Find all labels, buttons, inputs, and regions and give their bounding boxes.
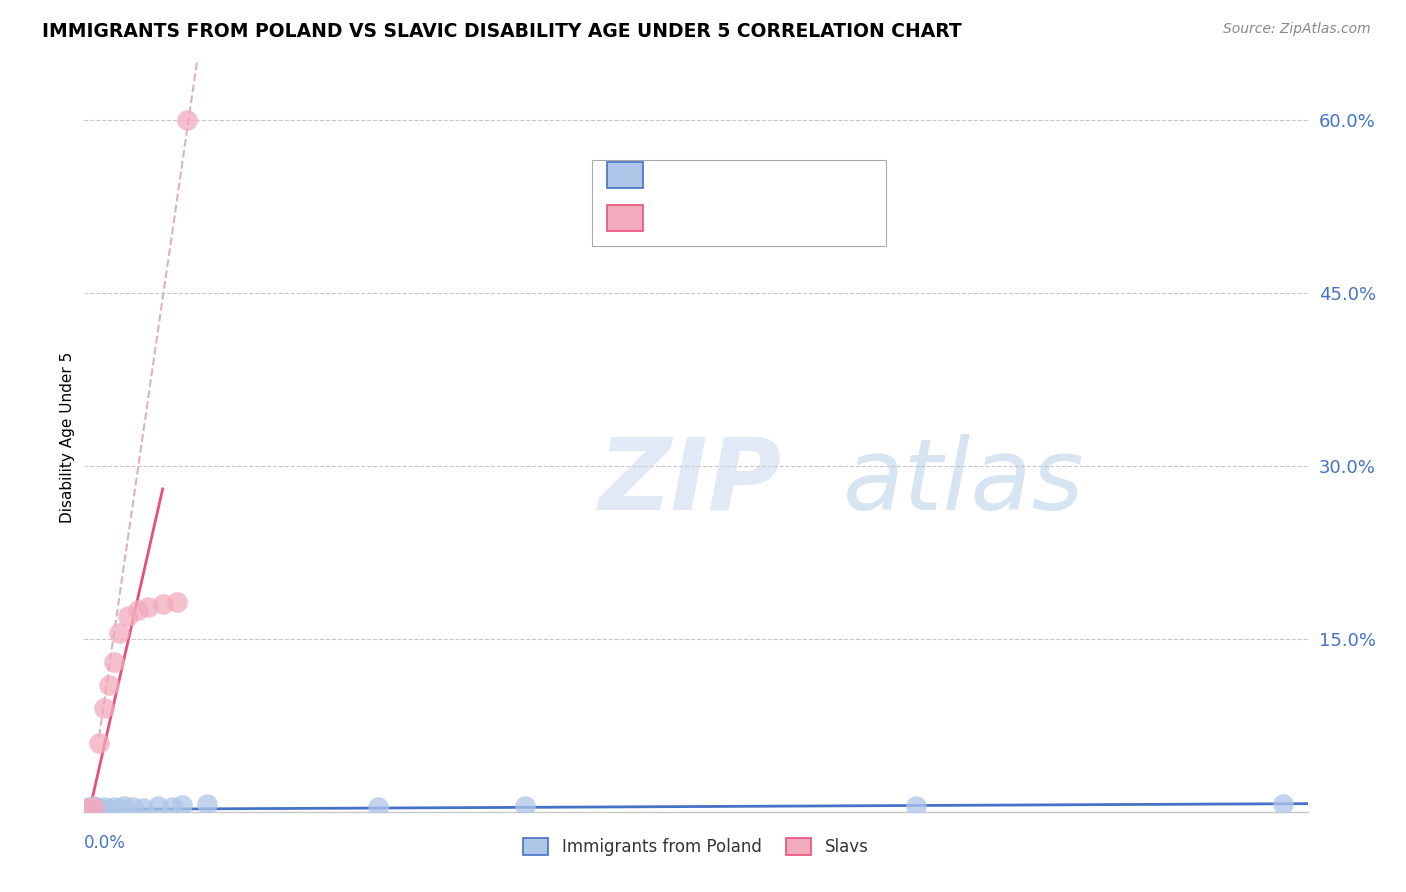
Point	[367, 800, 389, 814]
Point	[97, 802, 120, 816]
Point	[83, 799, 105, 814]
Point	[103, 800, 125, 814]
Point	[112, 799, 135, 814]
Text: IMMIGRANTS FROM POLAND VS SLAVIC DISABILITY AGE UNDER 5 CORRELATION CHART: IMMIGRANTS FROM POLAND VS SLAVIC DISABIL…	[42, 22, 962, 41]
Text: 0.113: 0.113	[675, 166, 733, 184]
Point	[1272, 797, 1295, 811]
Text: N = 18: N = 18	[763, 166, 831, 184]
Point	[117, 608, 139, 623]
Point	[172, 797, 194, 812]
Text: atlas: atlas	[842, 434, 1084, 531]
Point	[195, 797, 218, 811]
FancyBboxPatch shape	[592, 160, 886, 246]
Point	[83, 800, 105, 814]
Text: N = 13: N = 13	[763, 207, 831, 225]
Point	[162, 800, 184, 814]
Point	[127, 603, 149, 617]
Point	[146, 799, 169, 814]
Point	[93, 800, 115, 814]
Point	[87, 801, 110, 815]
Text: ZIP: ZIP	[598, 434, 782, 531]
Point	[107, 626, 129, 640]
Point	[166, 595, 188, 609]
Point	[77, 801, 100, 815]
Point	[176, 113, 198, 128]
Text: R =  0.113   N = 18: R = 0.113 N = 18	[655, 166, 831, 184]
FancyBboxPatch shape	[606, 162, 644, 188]
Point	[107, 801, 129, 815]
Point	[122, 800, 145, 814]
Y-axis label: Disability Age Under 5: Disability Age Under 5	[60, 351, 75, 523]
Point	[132, 801, 155, 815]
Text: 0.0%: 0.0%	[84, 834, 127, 852]
Point	[103, 655, 125, 669]
Point	[136, 599, 159, 614]
Point	[513, 799, 536, 814]
Point	[152, 597, 174, 611]
Point	[87, 735, 110, 749]
FancyBboxPatch shape	[606, 205, 644, 231]
Point	[93, 701, 115, 715]
Point	[905, 799, 928, 814]
Text: 0.468: 0.468	[675, 207, 733, 225]
Point	[97, 678, 120, 692]
Text: Source: ZipAtlas.com: Source: ZipAtlas.com	[1223, 22, 1371, 37]
Point	[77, 800, 100, 814]
Text: R =  0.468   N = 13: R = 0.468 N = 13	[655, 207, 832, 225]
Legend: Immigrants from Poland, Slavs: Immigrants from Poland, Slavs	[523, 838, 869, 855]
